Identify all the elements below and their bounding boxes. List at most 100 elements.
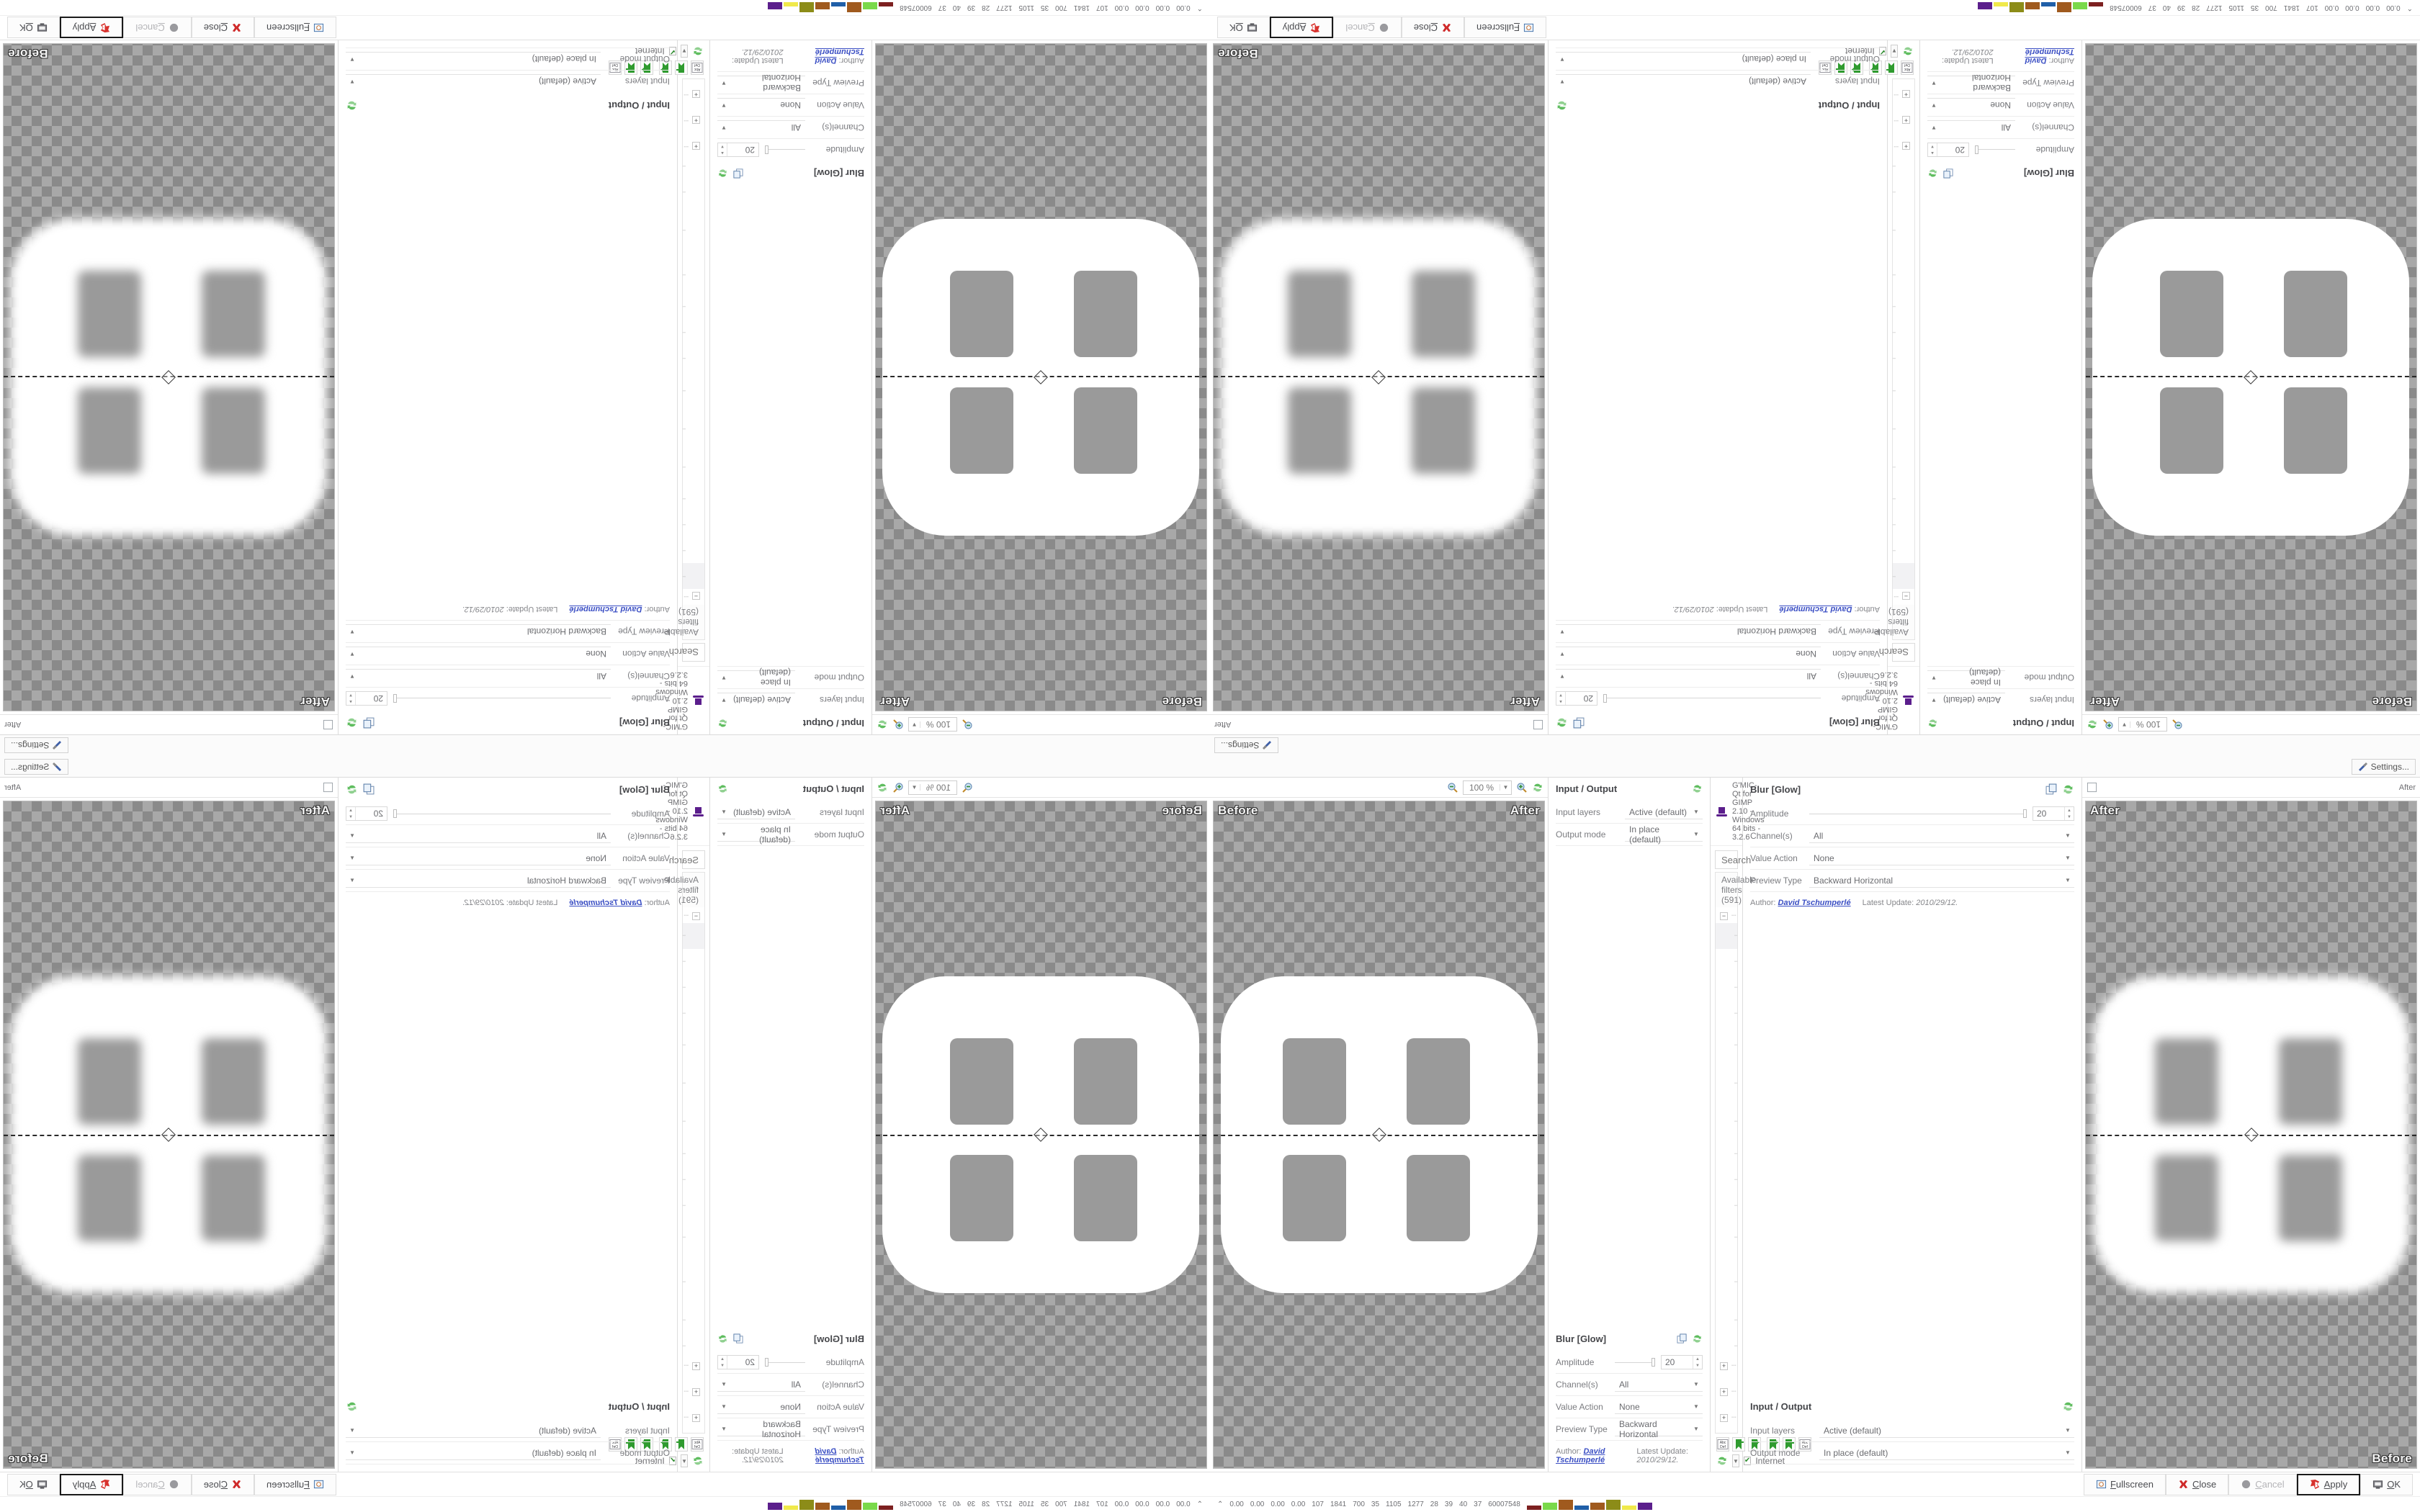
expand-icon[interactable]: + (692, 1414, 700, 1422)
color-swatch[interactable] (831, 1505, 846, 1510)
expand-icon[interactable]: + (1902, 116, 1910, 124)
reset-io-icon[interactable] (1556, 99, 1568, 112)
tree-filter-item[interactable]: ┄Kaleidoscope [Symmetry] (1716, 1141, 1737, 1167)
tree-filter-item[interactable]: ┄User-Defined (682, 1333, 704, 1359)
tree-filter-item[interactable]: ┄Illuminate 2D Shape (1716, 1065, 1737, 1103)
color-swatch[interactable] (799, 1499, 815, 1510)
remove-fave-icon[interactable] (1732, 1437, 1745, 1452)
filter-author-link[interactable]: David Tschumperlé (1778, 899, 1851, 907)
filter-tree[interactable]: − ┄ Faves ┄Blur [Glow]┄Conformal Maps┄Di… (1715, 907, 1738, 1434)
color-swatch[interactable] (784, 1505, 799, 1510)
param-combo-channels[interactable]: All ▼ (1927, 120, 2015, 135)
filter-author-link[interactable]: David Tschumperlé (1779, 605, 1852, 613)
rename-fave-icon[interactable] (1767, 1437, 1780, 1452)
tree-category-faves[interactable]: − ┄ Faves (1716, 909, 1737, 923)
color-swatch[interactable] (2009, 2, 2025, 13)
zoom-in-icon[interactable] (1516, 782, 1528, 793)
rename-fave-icon[interactable] (640, 1437, 653, 1452)
zoom-in-icon[interactable] (2102, 719, 2114, 731)
param-slider-amplitude[interactable] (1615, 1357, 1655, 1367)
tree-category-faves[interactable]: − ┄ Faves (1893, 589, 1914, 603)
expand-icon[interactable]: + (692, 90, 700, 98)
apply-button[interactable]: Apply (59, 17, 124, 39)
zoom-level-field[interactable]: 100 % ▼ (908, 717, 958, 732)
collapse-icon[interactable]: − (1902, 592, 1910, 600)
expand-icon[interactable]: + (1720, 1388, 1728, 1396)
apply-button[interactable]: Apply (1269, 17, 1334, 39)
zoom-level-field[interactable]: 100 % ▼ (2118, 717, 2168, 732)
param-number-amplitude[interactable]: 20 ▲ ▼ (346, 806, 387, 821)
tree-filter-item[interactable]: ┄Distance Transform (682, 975, 704, 1001)
param-combo-preview-type[interactable]: Backward Horizontal ▼ (717, 1419, 805, 1439)
reset-parameters-icon[interactable] (1692, 1333, 1703, 1344)
tree-filter-item[interactable]: ┄Illuminate 2D Shape (1892, 409, 1914, 447)
expand-icon[interactable]: + (692, 1362, 700, 1370)
tree-category-item[interactable]: +┄Black & White (683, 78, 704, 87)
io-combo-input-layers[interactable]: Active (default) ▼ (1556, 74, 1811, 89)
preview-maximize-icon[interactable] (1533, 719, 1543, 730)
param-slider-amplitude[interactable] (1809, 809, 2027, 819)
tree-filter-item[interactable]: ┄Conformal Maps (682, 949, 704, 975)
param-combo-value-action[interactable]: None ▼ (717, 1400, 805, 1414)
tree-category-faves[interactable]: − ┄ Faves (683, 589, 704, 603)
color-swatch[interactable] (847, 2, 862, 13)
refresh-icon[interactable] (1716, 1455, 1728, 1467)
color-swatch[interactable] (879, 1505, 894, 1510)
color-swatch[interactable] (768, 1502, 783, 1510)
reset-icon[interactable] (2087, 719, 2098, 731)
export-fave-icon[interactable]: Abc Def (609, 60, 622, 75)
preview-canvas[interactable]: Before After (875, 801, 1207, 1469)
io-combo-input-layers[interactable]: Active (default) ▼ (1819, 1423, 2074, 1438)
color-swatch[interactable] (1994, 2, 2009, 7)
preview-canvas-right[interactable]: After Before (3, 801, 335, 1469)
chevron-up-icon[interactable]: ⌃ (2406, 4, 2413, 12)
param-combo-preview-type[interactable]: Backward Horizontal ▼ (346, 873, 611, 888)
ok-button[interactable]: OK (7, 17, 60, 39)
io-combo-output-mode[interactable]: In place (default) ▼ (346, 1446, 601, 1460)
preview-canvas[interactable]: Before After (2085, 43, 2417, 711)
param-combo-preview-type[interactable]: Backward Horizontal ▼ (346, 624, 611, 639)
color-swatch[interactable] (815, 1502, 830, 1510)
preview-canvas[interactable]: Before After (1213, 801, 1545, 1469)
abc-def-icon[interactable]: Abc Def (1901, 60, 1914, 75)
param-combo-channels[interactable]: All ▼ (717, 1377, 805, 1392)
reset-io-icon[interactable] (346, 99, 358, 112)
refresh-options-dropdown[interactable]: ▼ (681, 45, 688, 58)
tree-category-item[interactable]: +┄Artistic (1893, 87, 1914, 101)
tree-filter-item[interactable]: ┄Illuminate 2D Shape (682, 1065, 704, 1103)
rename-fave-icon[interactable] (640, 60, 653, 75)
param-slider-amplitude[interactable] (765, 145, 805, 155)
chevron-down-icon[interactable]: ▼ (909, 784, 920, 791)
expand-icon[interactable]: + (692, 116, 700, 124)
expand-icon[interactable]: + (1902, 90, 1910, 98)
apply-button[interactable]: Apply (2296, 1473, 2361, 1495)
io-combo-output-mode[interactable]: In place (default) ▼ (1927, 668, 2005, 688)
tree-filter-item[interactable]: ┄Tangential Circles (1716, 1308, 1737, 1333)
param-number-amplitude[interactable]: 20 ▲ ▼ (1661, 1355, 1703, 1369)
io-combo-input-layers[interactable]: Active (default) ▼ (1625, 805, 1703, 819)
ok-button[interactable]: OK (1217, 17, 1270, 39)
filter-author-link[interactable]: David Tschumperlé (1556, 1447, 1605, 1464)
tree-filter-item[interactable]: ┄Distance Transform (1716, 975, 1737, 1001)
color-swatch[interactable] (1621, 1505, 1636, 1510)
tree-filter-item[interactable]: ┄Squareroot - Logarithmic Distortion (1892, 204, 1914, 255)
import-fave-icon[interactable] (1834, 60, 1847, 75)
chevron-down-icon[interactable]: ▼ (1500, 784, 1511, 791)
settings-button[interactable]: Settings... (2351, 758, 2416, 775)
tree-category-item[interactable]: +┄About (1716, 1359, 1737, 1373)
param-combo-value-action[interactable]: None ▼ (1809, 851, 2074, 865)
io-combo-input-layers[interactable]: Active (default) ▼ (346, 74, 601, 89)
export-fave-icon[interactable]: Abc Def (609, 1437, 622, 1452)
zoom-level-field[interactable]: 100 % ▼ (1462, 780, 1512, 795)
spinner-arrows[interactable]: ▲ ▼ (718, 143, 727, 156)
remove-fave-icon[interactable] (675, 1437, 688, 1452)
tree-filter-item[interactable]: ┄Distance Transform (1892, 511, 1914, 537)
zoom-out-icon[interactable] (962, 782, 973, 793)
tree-filter-item[interactable]: ┄Conformal Maps (682, 537, 704, 563)
tree-filter-item[interactable]: ┄Gradient [Custom Shape] (682, 1027, 704, 1065)
reset-parameters-icon[interactable] (1927, 168, 1938, 179)
io-combo-output-mode[interactable]: In place (default) ▼ (1625, 824, 1703, 845)
spinner-arrows[interactable]: ▲ ▼ (2064, 807, 2074, 820)
preview-canvas-right[interactable]: After Before (3, 43, 335, 711)
internet-checkbox[interactable]: ✔ (1743, 1457, 1752, 1465)
